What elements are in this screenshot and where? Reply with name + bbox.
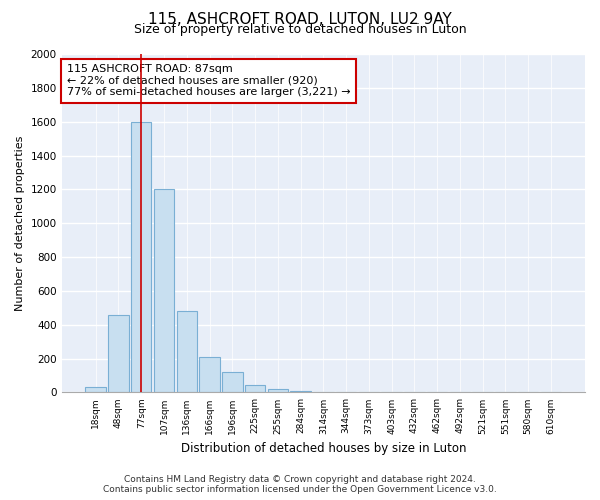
Bar: [268, 389, 288, 392]
Text: 115, ASHCROFT ROAD, LUTON, LU2 9AY: 115, ASHCROFT ROAD, LUTON, LU2 9AY: [148, 12, 452, 28]
X-axis label: Distribution of detached houses by size in Luton: Distribution of detached houses by size …: [181, 442, 466, 455]
Bar: [176, 311, 197, 392]
Bar: [85, 386, 106, 392]
Bar: [131, 122, 151, 392]
Bar: [199, 357, 220, 392]
Bar: [108, 314, 129, 392]
Text: Contains HM Land Registry data © Crown copyright and database right 2024.
Contai: Contains HM Land Registry data © Crown c…: [103, 474, 497, 494]
Text: 115 ASHCROFT ROAD: 87sqm
← 22% of detached houses are smaller (920)
77% of semi-: 115 ASHCROFT ROAD: 87sqm ← 22% of detach…: [67, 64, 350, 98]
Bar: [290, 390, 311, 392]
Bar: [154, 190, 174, 392]
Bar: [222, 372, 242, 392]
Y-axis label: Number of detached properties: Number of detached properties: [15, 136, 25, 311]
Bar: [245, 385, 265, 392]
Text: Size of property relative to detached houses in Luton: Size of property relative to detached ho…: [134, 22, 466, 36]
